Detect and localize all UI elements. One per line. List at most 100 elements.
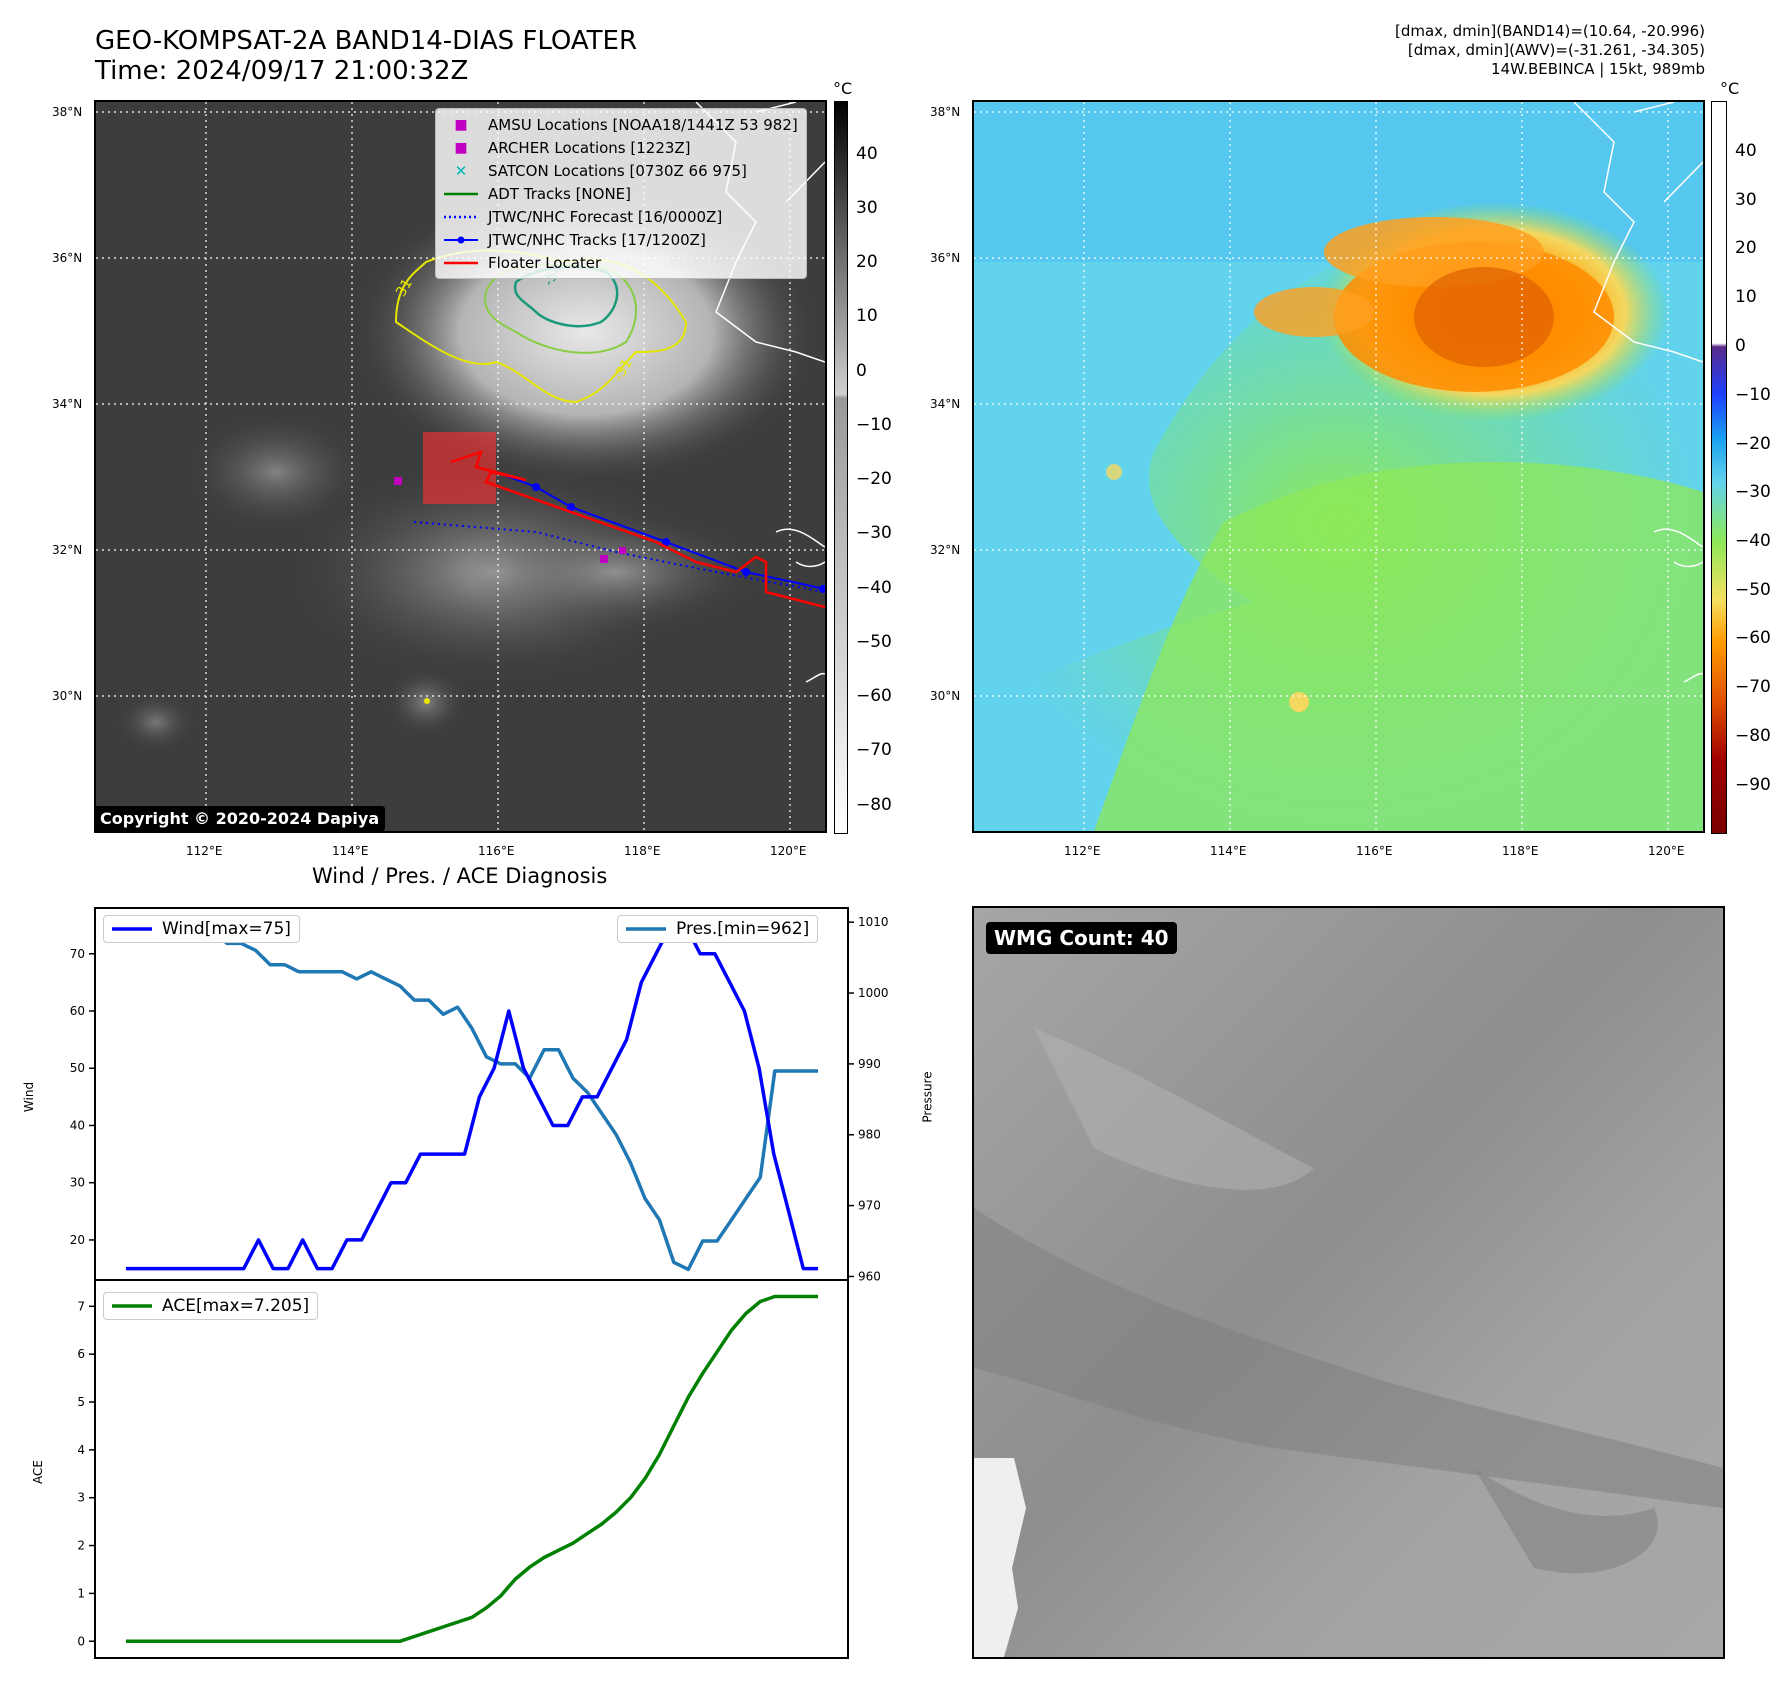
wmg-panel: WMG Count: 40: [972, 906, 1725, 1659]
line-swatch-icon: [444, 261, 478, 264]
ace-axis-label: ACE: [30, 1460, 45, 1484]
wmg-dark-band: [974, 1208, 1723, 1508]
awv-lat-label-32: 32°N: [930, 543, 961, 557]
cb-awv-tick: −80: [1735, 726, 1771, 746]
info-line-1: [dmax, dmin](BAND14)=(10.64, -20.996): [1394, 22, 1705, 40]
pressure-axis-label: Pressure: [920, 1071, 935, 1123]
archer-marker-2: [619, 547, 626, 554]
yellow-cell: [424, 698, 430, 704]
awv-coastline-east: [1653, 528, 1703, 568]
ace-tick-label: 0: [77, 1634, 85, 1648]
cb-awv-tick: −10: [1735, 385, 1771, 405]
ace-tick-label: 2: [77, 1539, 85, 1553]
wind-ticks: 20 30 40 50 60 70: [70, 947, 95, 1247]
pressure-legend-swatch-icon: [626, 927, 666, 931]
cb-awv-tick: −40: [1735, 531, 1771, 551]
ace-legend-label: ACE[max=7.205]: [162, 1296, 310, 1316]
awv-coastline-north: [1573, 102, 1703, 363]
line-dot-icon: [444, 236, 478, 243]
legend-floater-label: Floater Locater: [488, 253, 602, 272]
cb-awv-tick: 0: [1735, 336, 1746, 356]
wmg-dark-patch: [1474, 1468, 1658, 1574]
cb-gray-tick: −50: [856, 632, 892, 652]
legend-satcon: ✕ SATCON Locations [0730Z 66 975]: [444, 159, 798, 182]
ace-tick-label: 7: [77, 1299, 85, 1313]
wind-tick-label: 70: [70, 947, 85, 961]
diagnosis-chart: 20 30 40 50 60 70 960 970 980 990 1000 1010 0 1 2 3 4 5…: [70, 907, 889, 1659]
ace-legend-swatch-icon: [112, 1304, 152, 1308]
ir-map-panel: -31 -54 -31: [94, 100, 827, 833]
ace-legend: ACE[max=7.205]: [103, 1292, 319, 1320]
awv-coastline-ne: [1633, 102, 1703, 203]
colorbar-awv-unit: °C: [1720, 79, 1740, 98]
cb-gray-tick: 0: [856, 361, 867, 381]
awv-coastline-se: [1683, 672, 1703, 683]
wind-legend-label: Wind[max=75]: [162, 919, 291, 939]
ace-tick-label: 4: [77, 1443, 85, 1457]
colorbar-awv: [1711, 101, 1727, 834]
legend-floater: Floater Locater: [444, 251, 798, 274]
awv-lat-label-38: 38°N: [930, 105, 961, 119]
awv-lat-label-36: 36°N: [930, 251, 961, 265]
colorbar-gray: [834, 101, 848, 834]
legend-adt: ADT Tracks [NONE]: [444, 182, 798, 205]
awv-yellow-cell-2: [1106, 464, 1122, 480]
wmg-white-region: [974, 1458, 1026, 1657]
colorbar-gray-unit: °C: [833, 79, 853, 98]
ace-tick-label: 3: [77, 1491, 85, 1505]
cb-gray-tick: −80: [856, 795, 892, 815]
cloud-cluster-west: [186, 412, 366, 532]
legend-amsu-label: AMSU Locations [NOAA18/1441Z 53 982]: [488, 115, 798, 134]
storm-info: [dmax, dmin](BAND14)=(10.64, -20.996) [d…: [1395, 22, 1705, 79]
title-line-2: Time: 2024/09/17 21:00:32Z: [95, 56, 469, 86]
cb-awv-tick: −20: [1735, 434, 1771, 454]
legend-forecast-label: JTWC/NHC Forecast [16/0000Z]: [488, 207, 723, 226]
lon-label-116: 116°E: [478, 844, 515, 858]
cb-gray-tick: −10: [856, 415, 892, 435]
legend-archer-label: ARCHER Locations [1223Z]: [488, 138, 691, 157]
cb-awv-tick: −50: [1735, 580, 1771, 600]
wind-tick-label: 30: [70, 1176, 85, 1190]
floater-box: [423, 432, 496, 504]
lat-label-32: 32°N: [52, 543, 83, 557]
cb-awv-tick: 40: [1735, 141, 1757, 161]
ace-tick-label: 6: [77, 1347, 85, 1361]
lat-label-38: 38°N: [52, 105, 83, 119]
info-line-2: [dmax, dmin](AWV)=(-31.261, -34.305): [1407, 41, 1705, 59]
pressure-series-line: [124, 920, 818, 1272]
coastline-east: [775, 528, 825, 568]
cloud-cluster-sw: [116, 692, 196, 752]
pressure-tick-label: 1010: [858, 915, 889, 929]
awv-storm-west-arc: [1254, 287, 1374, 337]
wmg-count-badge: WMG Count: 40: [986, 922, 1177, 954]
wind-tick-label: 20: [70, 1233, 85, 1247]
awv-map-panel: [972, 100, 1705, 833]
lat-label-34: 34°N: [52, 397, 83, 411]
cb-awv-tick: 10: [1735, 287, 1757, 307]
wind-tick-label: 60: [70, 1004, 85, 1018]
ace-tick-label: 5: [77, 1395, 85, 1409]
diagnosis-title: Wind / Pres. / ACE Diagnosis: [312, 864, 608, 888]
wmg-image: [974, 908, 1723, 1657]
cb-awv-tick: −30: [1735, 482, 1771, 502]
cb-awv-tick: 30: [1735, 190, 1757, 210]
jtwc-track: [495, 471, 825, 590]
legend-satcon-label: SATCON Locations [0730Z 66 975]: [488, 161, 747, 180]
amsu-marker: [394, 477, 402, 485]
awv-lat-label-30: 30°N: [930, 689, 961, 703]
ace-series-line: [126, 1294, 818, 1644]
pressure-tick-label: 960: [858, 1269, 881, 1283]
pressure-tick-label: 1000: [858, 986, 889, 1000]
awv-gridlines: [974, 102, 1703, 831]
wind-axis-label: Wind: [22, 1081, 37, 1113]
lon-label-120: 120°E: [770, 844, 807, 858]
square-marker-icon: ■: [454, 116, 468, 133]
cb-awv-tick: −60: [1735, 628, 1771, 648]
legend-archer: ■ ARCHER Locations [1223Z]: [444, 136, 798, 159]
pressure-tick-label: 990: [858, 1057, 881, 1071]
archer-marker: [600, 555, 608, 563]
info-line-3: 14W.BEBINCA | 15kt, 989mb: [1491, 60, 1705, 78]
map-legend: ■ AMSU Locations [NOAA18/1441Z 53 982] ■…: [435, 108, 807, 279]
square-marker-icon: ■: [454, 139, 468, 156]
dotted-line-icon: [444, 215, 478, 218]
